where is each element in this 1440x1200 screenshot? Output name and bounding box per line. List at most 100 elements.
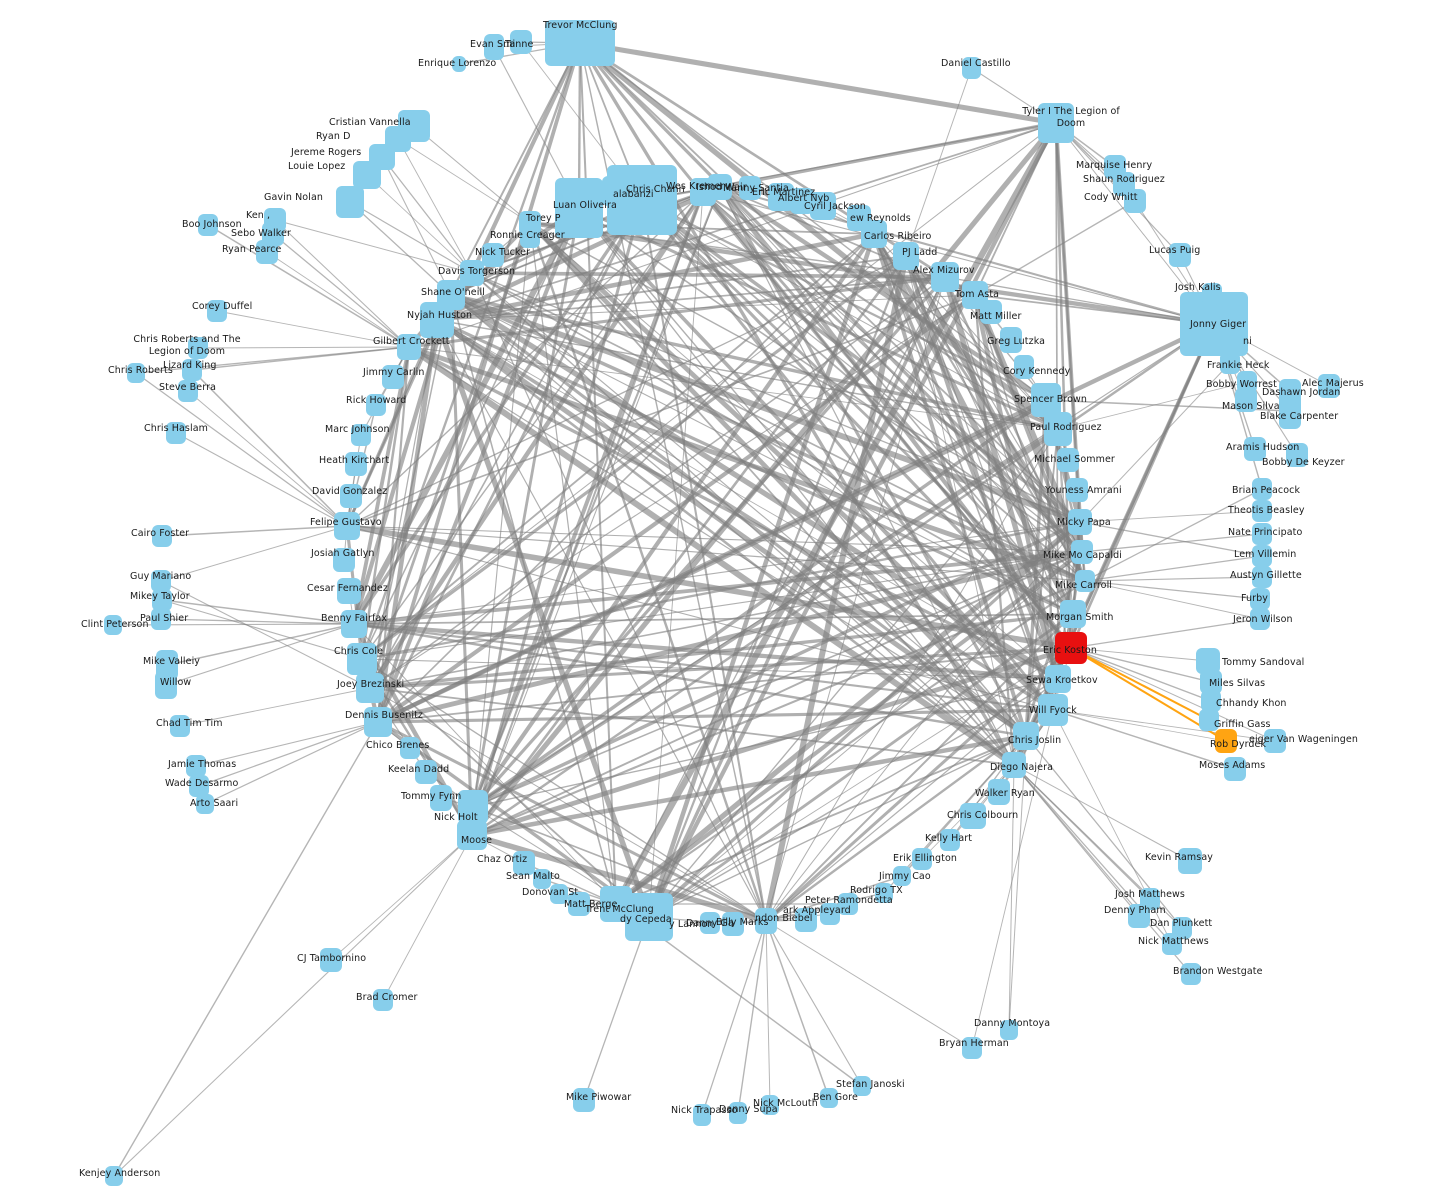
graph-node[interactable]: [510, 30, 532, 54]
graph-node[interactable]: [127, 363, 145, 383]
graph-node[interactable]: [170, 715, 190, 737]
graph-node[interactable]: [1244, 437, 1266, 461]
graph-node[interactable]: [1279, 379, 1301, 403]
graph-node[interactable]: [437, 280, 465, 310]
graph-node[interactable]: [960, 803, 986, 829]
graph-node[interactable]: [1237, 371, 1257, 393]
graph-node[interactable]: [1200, 670, 1222, 694]
graph-node[interactable]: [1013, 722, 1039, 750]
graph-node[interactable]: [166, 422, 186, 444]
graph-node[interactable]: [1075, 570, 1095, 592]
graph-node[interactable]: [1202, 283, 1222, 305]
graph-node[interactable]: [810, 192, 836, 220]
graph-node[interactable]: [708, 174, 732, 200]
graph-node[interactable]: [1286, 443, 1308, 467]
graph-node[interactable]: [415, 760, 437, 784]
graph-node[interactable]: [861, 220, 887, 248]
graph-node[interactable]: [533, 869, 551, 889]
graph-node[interactable]: [1252, 478, 1272, 500]
graph-node[interactable]: [1224, 757, 1246, 781]
graph-node[interactable]: [1140, 888, 1160, 910]
graph-node[interactable]: [1235, 388, 1257, 412]
graph-node[interactable]: [1031, 383, 1061, 417]
graph-node[interactable]: [151, 570, 171, 592]
graph-node[interactable]: [853, 1076, 871, 1096]
graph-node[interactable]: [1000, 327, 1022, 353]
graph-node[interactable]: [151, 608, 171, 630]
graph-node[interactable]: [1172, 917, 1192, 939]
graph-node[interactable]: [820, 1088, 838, 1108]
graph-node[interactable]: [452, 56, 466, 72]
graph-node[interactable]: [484, 34, 504, 60]
graph-node[interactable]: [729, 1102, 747, 1124]
graph-node[interactable]: [351, 424, 371, 446]
graph-node[interactable]: [795, 908, 817, 932]
graph-node[interactable]: [186, 755, 206, 777]
graph-node[interactable]: [931, 262, 959, 292]
graph-node[interactable]: [1215, 729, 1237, 753]
graph-node[interactable]: [602, 176, 632, 206]
graph-node[interactable]: [1220, 352, 1240, 374]
graph-node[interactable]: [1264, 729, 1286, 753]
graph-node[interactable]: [337, 578, 361, 604]
graph-node[interactable]: [482, 243, 504, 267]
graph-node[interactable]: [1199, 709, 1219, 731]
graph-node[interactable]: [940, 829, 960, 851]
graph-node[interactable]: [838, 893, 858, 915]
graph-node[interactable]: [1038, 694, 1068, 726]
graph-node[interactable]: [105, 1166, 123, 1186]
graph-node[interactable]: [722, 912, 744, 936]
graph-node[interactable]: [340, 484, 362, 508]
graph-node[interactable]: [1014, 355, 1034, 379]
graph-node[interactable]: [458, 790, 488, 824]
graph-node[interactable]: [513, 851, 535, 875]
graph-node[interactable]: [755, 908, 777, 934]
graph-node[interactable]: [625, 893, 673, 941]
graph-node[interactable]: [341, 610, 367, 638]
graph-node[interactable]: [196, 794, 214, 814]
graph-node[interactable]: [1252, 566, 1272, 588]
graph-node[interactable]: [356, 673, 384, 703]
graph-node[interactable]: [545, 20, 615, 66]
graph-node[interactable]: [1000, 1020, 1018, 1040]
graph-node[interactable]: [336, 186, 364, 218]
graph-node[interactable]: [1055, 632, 1087, 664]
graph-node[interactable]: [1045, 665, 1071, 693]
graph-node[interactable]: [761, 1095, 779, 1115]
graph-node[interactable]: [700, 912, 720, 934]
graph-node[interactable]: [1066, 478, 1088, 502]
graph-node[interactable]: [1252, 523, 1272, 545]
graph-node[interactable]: [1250, 608, 1270, 630]
graph-node[interactable]: [320, 948, 342, 972]
graph-node[interactable]: [893, 242, 919, 270]
graph-node[interactable]: [573, 1088, 595, 1112]
graph-node[interactable]: [397, 334, 421, 360]
graph-node[interactable]: [768, 183, 794, 211]
graph-node[interactable]: [189, 775, 209, 797]
graph-node[interactable]: [875, 883, 893, 903]
graph-node[interactable]: [980, 300, 1002, 324]
graph-node[interactable]: [962, 1037, 982, 1059]
graph-node[interactable]: [400, 737, 420, 759]
graph-node[interactable]: [1002, 752, 1026, 778]
graph-node[interactable]: [460, 260, 484, 286]
graph-node[interactable]: [1128, 904, 1150, 928]
graph-node[interactable]: [104, 615, 122, 635]
graph-node[interactable]: [693, 1104, 711, 1126]
graph-node[interactable]: [366, 394, 386, 416]
graph-node[interactable]: [893, 866, 911, 886]
graph-node[interactable]: [988, 779, 1010, 805]
graph-node[interactable]: [520, 226, 540, 248]
graph-node[interactable]: [256, 240, 278, 264]
graph-node[interactable]: [1252, 500, 1272, 522]
graph-node[interactable]: [555, 178, 603, 238]
graph-node[interactable]: [912, 848, 932, 870]
graph-node[interactable]: [182, 359, 202, 381]
graph-node[interactable]: [1169, 243, 1191, 267]
graph-node[interactable]: [382, 365, 404, 389]
graph-node[interactable]: [1068, 509, 1092, 535]
graph-node[interactable]: [155, 671, 177, 699]
graph-node[interactable]: [178, 380, 198, 402]
graph-node[interactable]: [600, 886, 632, 922]
graph-node[interactable]: [188, 337, 208, 359]
